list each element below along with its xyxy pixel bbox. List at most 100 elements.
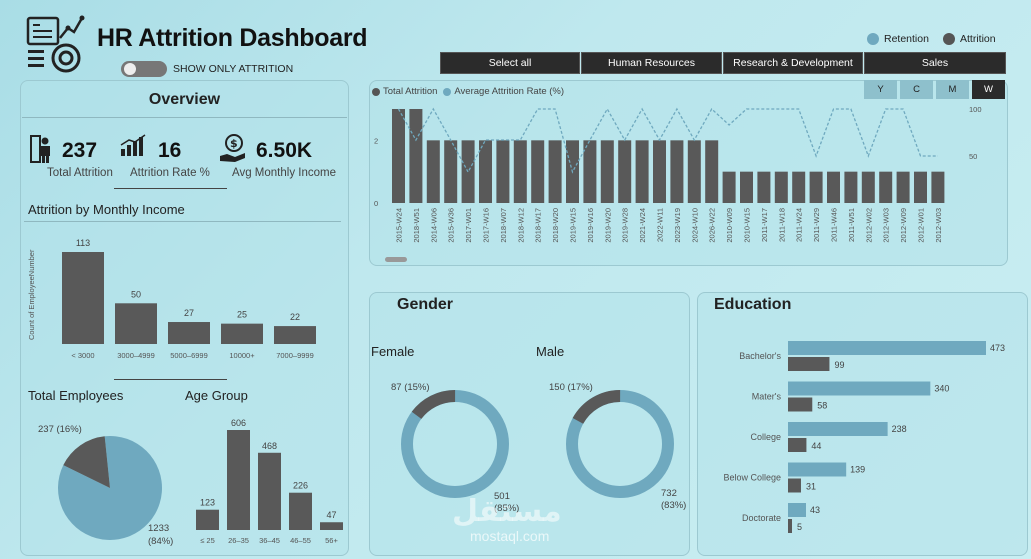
timeline-category-label: 2018-W51: [412, 208, 421, 243]
edu-retention-bar: [788, 462, 847, 477]
granularity-year-button[interactable]: Y: [864, 80, 897, 99]
timeline-category-label: 2011-W18: [777, 208, 786, 242]
kpi-total-attrition-value: 237: [62, 139, 98, 162]
timeline-bar: [426, 140, 440, 203]
timeline-category-label: 2010-W09: [725, 208, 734, 243]
edu-attrition-label: 44: [811, 441, 821, 451]
granularity-month-button[interactable]: M: [936, 80, 969, 99]
dept-select-all-button[interactable]: Select all: [440, 52, 580, 74]
timeline-category-label: 2011-W46: [830, 208, 839, 242]
income-value-label: 113: [76, 238, 90, 248]
retention-dot-icon: [867, 33, 879, 45]
female-retention-label: 501: [494, 491, 510, 502]
education-bar-chart: 473 99 Bachelor's 340 58 Mater's 238 44 College 1…: [723, 341, 1005, 533]
timeline-bar: [861, 171, 875, 203]
edu-retention-label: 340: [934, 384, 949, 394]
timeline-bar: [740, 171, 753, 203]
money-hand-icon: $: [219, 134, 247, 169]
pie-attrition-label: 237 (16%): [38, 424, 82, 435]
male-attrition-label: 150 (17%): [549, 382, 593, 393]
pie-attrition-slice: [63, 436, 110, 488]
dept-sales-button[interactable]: Sales: [864, 52, 1006, 74]
total-employees-title: Total Employees: [28, 388, 124, 403]
edu-category-label: Mater's: [752, 392, 782, 402]
timeline-bar: [444, 140, 458, 203]
timeline-legend: Total Attrition Average Attrition Rate (…: [372, 86, 564, 97]
divider: [24, 221, 341, 222]
donut-attrition-arc: [566, 389, 674, 498]
edu-category-label: Below College: [723, 473, 781, 483]
age-category-label: 26–35: [228, 536, 249, 545]
income-value-label: 27: [184, 308, 194, 318]
timeline-category-label: 2011-W17: [760, 208, 769, 242]
timeline-category-label: 2019-W28: [621, 208, 630, 243]
edu-attrition-label: 5: [797, 522, 802, 532]
page-title: HR Attrition Dashboard: [97, 24, 368, 52]
male-retention-label: 732: [661, 488, 677, 499]
age-group-bar-chart: 123 ≤ 25 606 26–35 468 36–45 226 46–55 47 56+: [196, 418, 343, 545]
kpi-attrition-rate-value: 16: [158, 139, 182, 162]
granularity-quarter-button[interactable]: C: [900, 80, 933, 99]
watermark-logo: مستقل: [452, 495, 562, 528]
legend-retention: Retention: [867, 33, 929, 45]
age-category-label: 56+: [325, 536, 338, 545]
female-label: Female: [371, 344, 415, 359]
timeline-category-label: 2015-W36: [447, 208, 456, 243]
income-category-label: 3000–4999: [117, 351, 155, 360]
edu-category-label: Doctorate: [742, 513, 781, 523]
female-retention-pct: (85%): [494, 503, 519, 514]
donut-attrition-arc: [401, 390, 509, 498]
bar-chart-icon: [119, 134, 147, 163]
timeline-category-label: 2018-W17: [534, 208, 543, 243]
legend-attrition: Attrition: [943, 33, 996, 45]
education-title: Education: [714, 296, 792, 313]
avg-rate-line: [397, 107, 938, 174]
timeline-category-label: 2023-W19: [673, 208, 682, 243]
income-value-label: 22: [290, 312, 300, 322]
pie-retention-pct: (84%): [148, 536, 173, 547]
timeline-bar: [844, 171, 858, 203]
income-ylabel: Count of EmployeeNumber: [27, 249, 36, 340]
timeline-bar: [705, 140, 719, 203]
edu-attrition-bar: [788, 438, 807, 452]
timeline-category-label: 2012-W01: [917, 208, 926, 243]
timeline-combo-chart: 0 2 50 100 2015-W24 2018-W51 2014-W06 2015-W36 2…: [374, 105, 982, 243]
timeline-bar: [479, 140, 492, 203]
income-value-label: 50: [131, 289, 141, 299]
timeline-category-label: 2011-W51: [847, 208, 856, 242]
timeline-bar: [722, 171, 736, 203]
timeline-bar: [670, 140, 684, 203]
age-bar: [320, 522, 343, 530]
timeline-bar: [618, 140, 632, 203]
edu-category-label: College: [750, 432, 781, 442]
male-label: Male: [536, 344, 565, 359]
legend-attrition-label: Attrition: [960, 33, 996, 45]
age-value-label: 226: [293, 481, 308, 491]
timeline-bar: [809, 171, 823, 203]
timeline-category-label: 2018-W07: [499, 208, 508, 243]
timeline-category-label: 2019-W20: [603, 208, 612, 243]
male-retention-pct: (83%): [661, 500, 686, 511]
income-chart-title: Attrition by Monthly Income: [28, 202, 185, 217]
age-bar: [289, 492, 312, 530]
income-bar: [115, 303, 157, 344]
edu-attrition-bar: [788, 478, 801, 493]
timeline-category-label: 2019-W16: [586, 208, 595, 243]
toggle-knob: [124, 63, 136, 75]
timeline-category-label: 2021-W24: [638, 208, 647, 243]
age-value-label: 123: [200, 498, 215, 508]
dept-hr-button[interactable]: Human Resources: [581, 52, 722, 74]
show-only-attrition-toggle[interactable]: [121, 61, 167, 77]
income-bar: [221, 323, 263, 344]
timeline-bar: [687, 140, 701, 203]
timeline-bar: [392, 109, 405, 203]
age-category-label: 46–55: [290, 536, 311, 545]
edu-retention-bar: [788, 422, 888, 436]
granularity-week-button[interactable]: W: [972, 80, 1005, 99]
female-donut-chart: 87 (15%) 501 (85%): [391, 382, 519, 514]
edu-attrition-bar: [788, 357, 830, 371]
dept-rnd-button[interactable]: Research & Development: [723, 52, 863, 74]
timeline-scrollbar[interactable]: [385, 257, 407, 262]
age-bar: [258, 452, 281, 530]
timeline-bar: [513, 140, 527, 203]
